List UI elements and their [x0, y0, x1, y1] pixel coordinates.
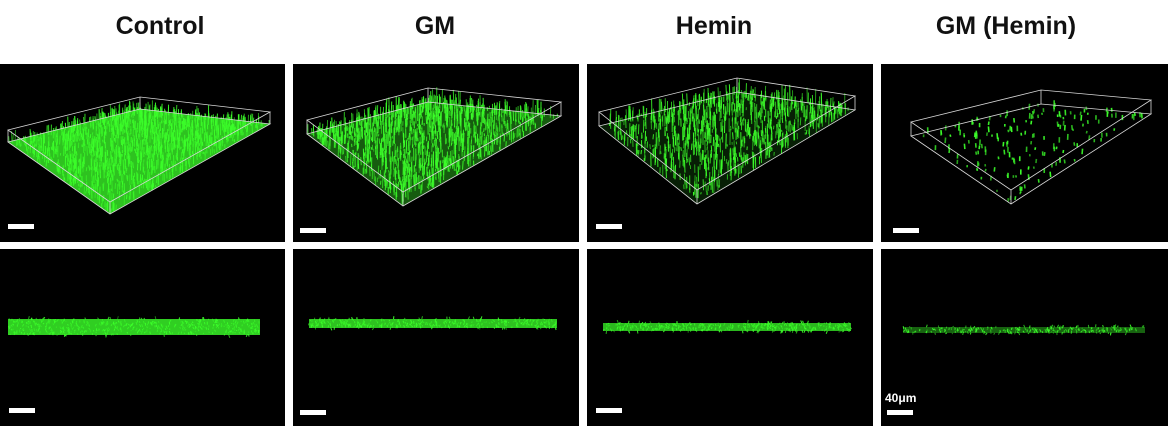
biofilm-side-render [8, 316, 260, 339]
scale-bar [893, 228, 919, 233]
panel-hemin-side [587, 249, 873, 426]
biofilm-3d-render [598, 77, 857, 205]
biofilm-side-render [307, 316, 557, 331]
panel-gm-hemin-side: 40μm [881, 249, 1168, 426]
column-title-hemin: Hemin [675, 12, 753, 40]
scale-bar [9, 408, 35, 413]
scale-bar [300, 228, 326, 233]
biofilm-3d-render [306, 87, 563, 207]
scale-bar [300, 410, 326, 415]
panel-hemin-3d [587, 64, 873, 242]
biofilm-3d-render [910, 89, 1153, 205]
biofilm-side-render [602, 319, 853, 335]
biofilm-3d-render [7, 96, 272, 215]
scale-bar [596, 408, 622, 413]
column-title-gm-hemin: GM (Hemin) [935, 12, 1077, 40]
panel-control-side [0, 249, 285, 426]
panel-gm-hemin-3d [881, 64, 1168, 242]
biofilm-side-render [902, 324, 1145, 336]
column-title-control: Control [115, 12, 205, 40]
panel-gm-side [293, 249, 579, 426]
panel-control-3d [0, 64, 285, 242]
scale-bar [596, 224, 622, 229]
scale-bar [8, 224, 34, 229]
panel-gm-3d [293, 64, 579, 242]
scale-bar-label: 40μm [885, 391, 917, 405]
column-title-gm: GM [414, 12, 456, 40]
scale-bar [887, 410, 913, 415]
